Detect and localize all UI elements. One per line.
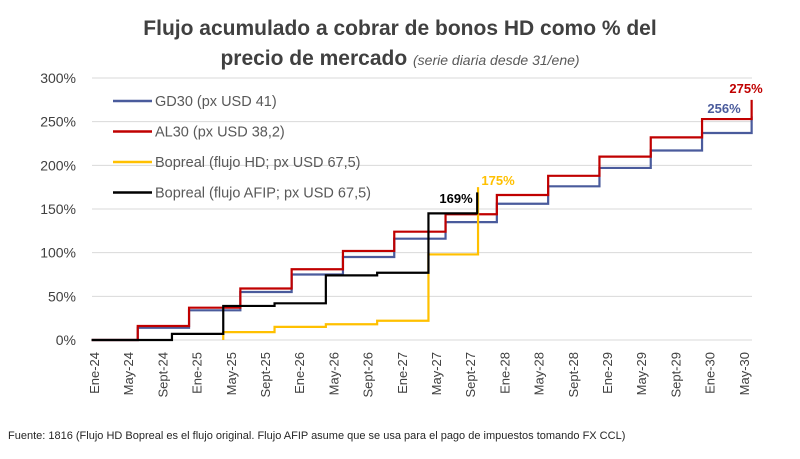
data-label: 256%	[707, 101, 741, 116]
x-tick-label: May-29	[634, 352, 649, 395]
x-tick-label: Ene-30	[703, 352, 718, 394]
chart-subtitle: (serie diaria desde 31/ene)	[413, 52, 580, 68]
title-text: Flujo acumulado a cobrar de bonos HD com…	[143, 17, 657, 70]
x-tick-label: Ene-28	[497, 352, 512, 394]
legend-label: GD30 (px USD 41)	[155, 94, 277, 110]
x-tick-label: May-26	[326, 352, 341, 395]
y-tick-label: 50%	[48, 288, 76, 304]
x-tick-label: Sept-28	[566, 352, 581, 398]
legend-label: Bopreal (flujo AFIP; px USD 67,5)	[155, 186, 371, 202]
x-tick-label: May-30	[737, 352, 752, 395]
chart-title: Flujo acumulado a cobrar de bonos HD com…	[120, 14, 680, 75]
series-line-3	[91, 192, 479, 342]
y-tick-label: 200%	[40, 157, 76, 173]
series-line-0	[91, 116, 753, 342]
legend-label: Bopreal (flujo HD; px USD 67,5)	[155, 155, 361, 171]
x-tick-label: Sept-24	[155, 352, 170, 398]
footnote: Fuente: 1816 (Flujo HD Bopreal es el flu…	[8, 430, 626, 442]
x-tick-label: May-27	[429, 352, 444, 395]
x-tick-label: Ene-29	[600, 352, 615, 394]
y-tick-label: 100%	[40, 245, 76, 261]
y-tick-label: 250%	[40, 114, 76, 130]
legend-label: AL30 (px USD 38,2)	[155, 125, 285, 141]
x-tick-label: May-25	[224, 352, 239, 395]
x-tick-label: May-28	[532, 352, 547, 395]
series-line-1	[91, 99, 753, 342]
y-tick-label: 0%	[56, 332, 76, 348]
x-tick-label: Ene-25	[190, 352, 205, 394]
x-tick-label: May-24	[121, 352, 136, 395]
x-tick-label: Sept-27	[463, 352, 478, 398]
x-tick-label: Ene-26	[292, 352, 307, 394]
data-label: 169%	[439, 191, 473, 206]
x-tick-label: Sept-29	[668, 352, 683, 398]
x-tick-label: Sept-26	[361, 352, 376, 398]
y-tick-label: 150%	[40, 201, 76, 217]
data-label: 275%	[729, 81, 763, 96]
x-tick-label: Sept-25	[258, 352, 273, 398]
data-label: 175%	[481, 173, 515, 188]
x-tick-label: Ene-27	[395, 352, 410, 394]
series-line-2	[222, 187, 480, 340]
x-tick-label: Ene-24	[87, 352, 102, 394]
y-tick-label: 300%	[40, 70, 76, 86]
